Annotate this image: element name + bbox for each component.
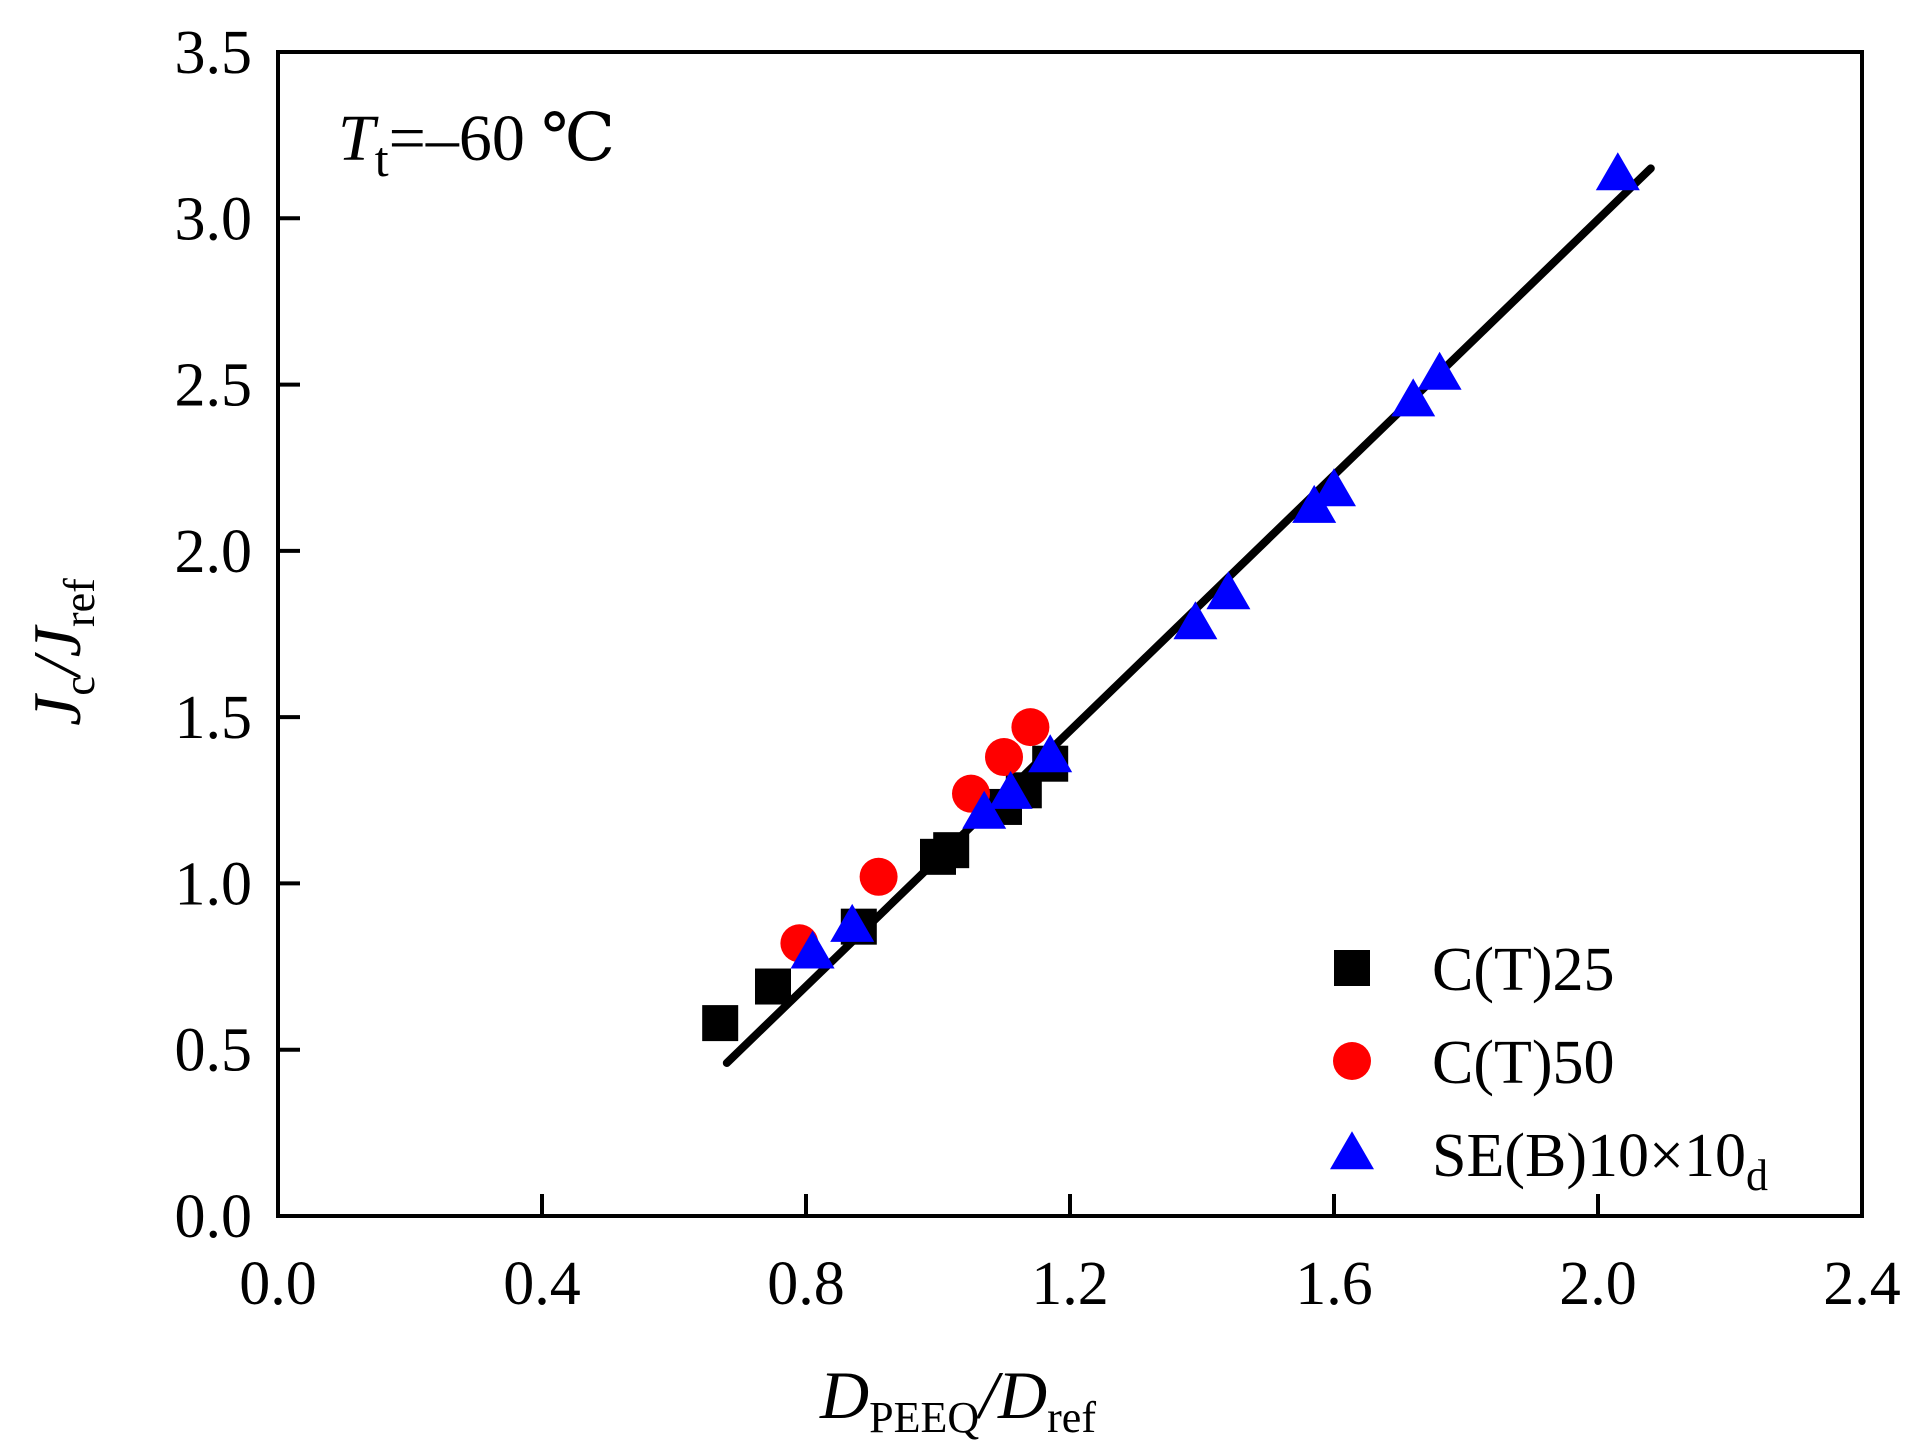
circle-point-1 xyxy=(985,738,1023,777)
x-tick-label: 1.2 xyxy=(1031,1250,1109,1318)
y-axis-title: Jc/Jref xyxy=(19,578,104,726)
circle-point-1 xyxy=(1011,708,1050,747)
plot-frame xyxy=(276,50,1864,1218)
legend-marker-circle xyxy=(1333,1042,1371,1080)
annotation-text: =–60 ℃ xyxy=(389,102,616,175)
square-point-0 xyxy=(933,832,970,869)
x-tick-label: 0.0 xyxy=(239,1250,317,1318)
triangle-point-2 xyxy=(962,790,1007,829)
legend-label: C(T)25 xyxy=(1432,936,1615,1004)
triangle-point-2 xyxy=(1173,601,1218,640)
y-tick-label: 1.0 xyxy=(175,850,253,918)
x-axis-title: DPEEQ/Dref xyxy=(819,1357,1096,1442)
legend-marker-square xyxy=(1334,950,1370,986)
legend-label: C(T)50 xyxy=(1432,1029,1615,1097)
legend-label: SE(B)10×10d xyxy=(1432,1122,1768,1200)
x-tick-label: 1.6 xyxy=(1295,1250,1373,1318)
y-tick-label: 2.0 xyxy=(175,518,253,586)
y-tick-label: 3.5 xyxy=(175,19,253,87)
square-point-0 xyxy=(755,968,791,1005)
triangle-point-2 xyxy=(830,903,875,942)
y-tick-label: 0.0 xyxy=(175,1183,253,1251)
y-tick-label: 0.5 xyxy=(175,1017,253,1085)
legend: C(T)25 C(T)50 SE(B)10×10d xyxy=(1330,936,1768,1200)
triangle-point-2 xyxy=(1206,571,1251,610)
annotation-subscript: t xyxy=(375,131,389,187)
y-tick-label: 3.0 xyxy=(175,185,253,253)
triangle-point-2 xyxy=(1417,351,1462,390)
square-point-0 xyxy=(702,1005,739,1042)
triangle-point-2 xyxy=(1312,468,1356,507)
tick-labels: 0.0 0.4 0.8 1.2 1.6 2.0 2.4 0.0 0.5 1.0 1.5 2.0 2.5 3… xyxy=(175,19,1901,1318)
triangle-point-2 xyxy=(1391,378,1436,417)
x-tick-label: 0.4 xyxy=(503,1250,581,1318)
data-points xyxy=(702,152,1640,1042)
temperature-annotation: Tt=–60 ℃ xyxy=(338,102,615,187)
triangle-point-2 xyxy=(790,930,835,969)
triangle-point-2 xyxy=(988,770,1033,809)
y-tick-label: 2.5 xyxy=(175,352,253,420)
triangle-point-2 xyxy=(1028,734,1073,773)
annotation-symbol: T xyxy=(338,102,379,175)
x-tick-label: 2.0 xyxy=(1559,1250,1637,1318)
legend-marker-triangle xyxy=(1330,1131,1374,1170)
x-tick-label: 0.8 xyxy=(767,1250,845,1318)
y-tick-label: 1.5 xyxy=(175,684,253,752)
triangle-point-2 xyxy=(1595,152,1640,191)
x-tick-label: 2.4 xyxy=(1823,1250,1901,1318)
circle-point-1 xyxy=(859,857,898,896)
